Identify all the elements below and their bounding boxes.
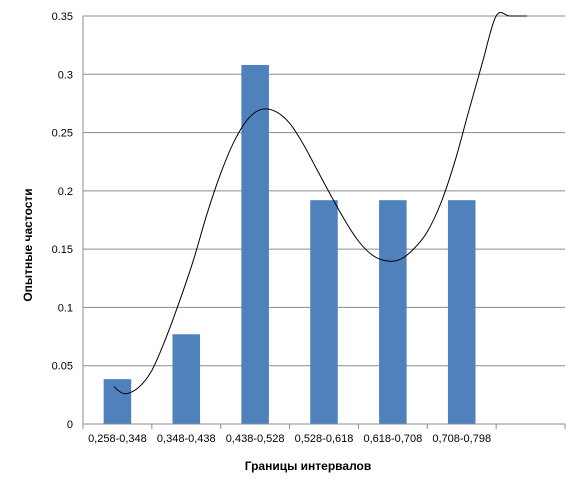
x-tick-label: 0,348-0,438 [157, 433, 216, 445]
bar [241, 64, 269, 425]
y-tick-label: 0.1 [58, 302, 73, 314]
x-tick-label: 0,258-0,348 [88, 433, 147, 445]
y-tick-label: 0.2 [58, 186, 73, 198]
y-tick-label: 0.3 [58, 69, 73, 81]
y-tick-labels: 0 0.05 0.1 0.15 0.2 0.25 0.3 0.35 [52, 11, 73, 431]
x-tick-labels: 0,258-0,348 0,348-0,438 0,438-0,528 0,528-0… [88, 433, 491, 445]
bar [310, 200, 338, 424]
bar [172, 334, 201, 424]
x-tick-label: 0,618-0,708 [363, 433, 422, 445]
bars [103, 64, 476, 425]
trendline-group [113, 12, 528, 395]
y-tick-label: 0.05 [52, 361, 73, 373]
x-tick-label: 0,528-0,618 [295, 433, 354, 445]
trendline [113, 12, 528, 395]
y-tick-label: 0 [67, 419, 73, 431]
axes [82, 16, 566, 429]
x-tick-label: 0,708-0,798 [432, 433, 491, 445]
y-axis-title: Опытные частости [21, 188, 35, 301]
y-tick-label: 0.25 [52, 128, 73, 140]
x-tick-label: 0,438-0,528 [226, 433, 285, 445]
bar [103, 379, 132, 424]
x-axis-title: Границы интервалов [245, 459, 372, 473]
bar [379, 200, 407, 424]
y-tick-label: 0.35 [52, 11, 73, 23]
y-tick-label: 0.15 [52, 244, 73, 256]
bar [447, 200, 476, 424]
